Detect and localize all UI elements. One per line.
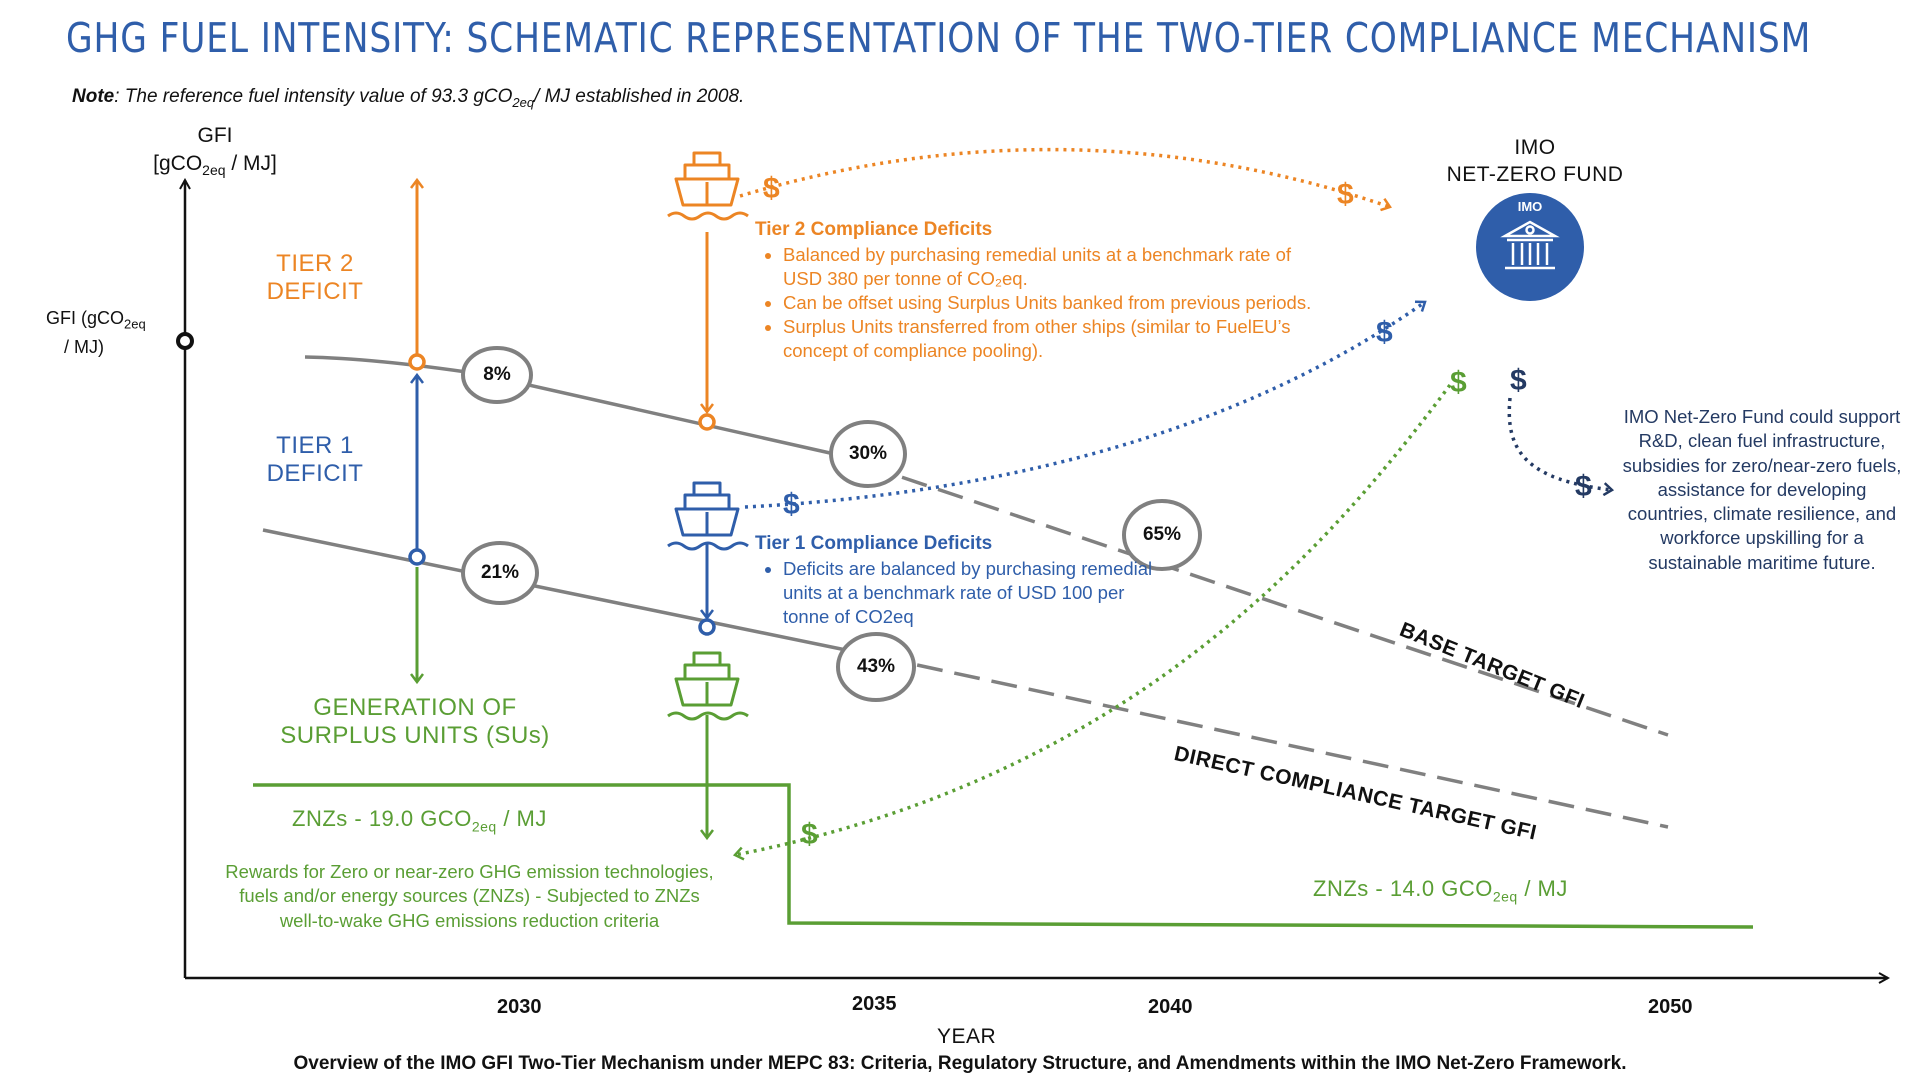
reduction-label-65: 65% bbox=[1142, 524, 1182, 545]
x-tick-2040: 2040 bbox=[1148, 996, 1193, 1018]
surplus-units-line1: GENERATION OF bbox=[313, 694, 517, 721]
ship-icon-orange bbox=[667, 151, 749, 221]
dollar-icon: $ bbox=[783, 488, 800, 521]
dollar-icon: $ bbox=[763, 172, 780, 205]
znz-rewards-text: Rewards for Zero or near-zero GHG emissi… bbox=[225, 861, 714, 931]
base-target-solid-line bbox=[304, 355, 831, 455]
dollar-icon: $ bbox=[1510, 364, 1527, 397]
dollar-icon: $ bbox=[801, 818, 818, 851]
znz-left-unit: / MJ bbox=[496, 806, 547, 831]
reduction-circle-43 bbox=[836, 632, 916, 702]
reduction-circle-65 bbox=[1122, 499, 1202, 571]
y-axis-label-line1: GFI bbox=[197, 124, 233, 147]
surplus-units-line2: SURPLUS UNITS (SUs) bbox=[280, 722, 550, 749]
note-text: : The reference fuel intensity value of … bbox=[114, 86, 513, 107]
x-tick-2030: 2030 bbox=[497, 996, 542, 1018]
imo-fund-title-line2: NET-ZERO FUND bbox=[1446, 163, 1624, 186]
znz-left-label: ZNZs - 19.0 GCO2eq / MJ bbox=[292, 806, 547, 834]
tier1-bullet: Deficits are balanced by purchasing reme… bbox=[783, 557, 1155, 629]
reduction-label-21: 21% bbox=[480, 562, 520, 583]
tier1-deficit-line2: DEFICIT bbox=[266, 460, 364, 487]
direct-target-solid-line bbox=[262, 528, 881, 659]
znz-left-sub: 2eq bbox=[471, 818, 497, 835]
znz-right-sub: 2eq bbox=[1492, 888, 1518, 905]
page-title: GHG FUEL INTENSITY: SCHEMATIC REPRESENTA… bbox=[66, 14, 1812, 62]
dollar-icon: $ bbox=[1575, 470, 1592, 503]
tier2-ship-point bbox=[698, 413, 716, 431]
tier2-deficit-line1: TIER 2 bbox=[276, 250, 354, 277]
note-sub: 2eq bbox=[512, 94, 535, 110]
reduction-circle-8 bbox=[461, 346, 533, 404]
tier1-compliance-text: Tier 1 Compliance Deficits Deficits are … bbox=[755, 532, 1155, 629]
y-axis-unit-sub: 2eq bbox=[202, 162, 226, 179]
znz-threshold-line bbox=[253, 783, 1754, 929]
tier1-deficit-line1: TIER 1 bbox=[276, 432, 354, 459]
y-axis-unit-end: / MJ] bbox=[225, 152, 277, 175]
reference-note: Note: The reference fuel intensity value… bbox=[72, 86, 744, 110]
x-tick-2035: 2035 bbox=[852, 993, 897, 1015]
imo-fund-title-line1: IMO bbox=[1514, 136, 1556, 159]
reduction-label-43: 43% bbox=[856, 656, 896, 677]
y-axis-unit: [gCO bbox=[153, 152, 203, 175]
reference-gfi-label-line1: GFI (gCO2eq bbox=[46, 307, 146, 336]
reference-gfi-unit-sub: 2eq bbox=[124, 316, 146, 332]
znz-left-value: ZNZs - 19.0 GCO bbox=[292, 806, 472, 831]
dollar-icon: $ bbox=[1450, 366, 1467, 399]
tier1-compliance-list: Deficits are balanced by purchasing reme… bbox=[755, 557, 1155, 629]
y-axis-label: GFI [gCO2eq / MJ] bbox=[140, 122, 290, 184]
y-axis-label-line2: [gCO2eq / MJ] bbox=[140, 150, 290, 184]
tier2-bullet: Balanced by purchasing remedial units at… bbox=[783, 243, 1315, 291]
x-axis-label: YEAR bbox=[937, 1025, 997, 1048]
dollar-icon: $ bbox=[1337, 178, 1354, 211]
reduction-label-8: 8% bbox=[483, 364, 511, 385]
imo-fund-description: IMO Net-Zero Fund could support R&D, cle… bbox=[1622, 406, 1902, 573]
note-label: Note bbox=[72, 86, 115, 107]
tier1-ship-point bbox=[698, 618, 716, 636]
fund-support-flow bbox=[1507, 397, 1615, 497]
tier1-point bbox=[408, 548, 426, 566]
imo-logo-text: IMO bbox=[1517, 199, 1543, 214]
base-target-dashed-line bbox=[829, 451, 1669, 737]
znz-right-value: ZNZs - 14.0 GCO bbox=[1313, 876, 1493, 901]
znz-right-label: ZNZs - 14.0 GCO2eq / MJ bbox=[1313, 876, 1568, 904]
ship-icon-blue bbox=[667, 481, 749, 551]
bank-icon bbox=[1500, 220, 1560, 270]
tier1-compliance-heading: Tier 1 Compliance Deficits bbox=[755, 533, 993, 554]
tier2-payment-flow bbox=[739, 147, 1392, 212]
reduction-circle-30 bbox=[829, 420, 907, 488]
reference-gfi-label: GFI (gCO2eq / MJ) bbox=[46, 307, 146, 358]
imo-fund-title: IMO NET-ZERO FUND bbox=[1420, 134, 1650, 188]
note-text-end: / MJ established in 2008. bbox=[534, 86, 745, 107]
dollar-icon: $ bbox=[1376, 316, 1393, 349]
reduction-circle-21 bbox=[461, 541, 539, 605]
ship-icon-green bbox=[667, 651, 749, 721]
tier2-deficit-line2: DEFICIT bbox=[266, 278, 364, 305]
reference-gfi-point bbox=[176, 332, 194, 350]
reference-gfi-unit: GFI (gCO bbox=[46, 308, 125, 328]
tier2-compliance-text: Tier 2 Compliance Deficits Balanced by p… bbox=[755, 218, 1315, 363]
tier1-deficit-label: TIER 1 DEFICIT bbox=[260, 432, 370, 488]
surplus-units-label: GENERATION OF SURPLUS UNITS (SUs) bbox=[265, 694, 565, 750]
tier2-point bbox=[408, 353, 426, 371]
tier2-compliance-heading: Tier 2 Compliance Deficits bbox=[755, 219, 993, 240]
x-tick-2050: 2050 bbox=[1648, 996, 1693, 1018]
tier2-deficit-label: TIER 2 DEFICIT bbox=[260, 250, 370, 306]
tier2-bullet: Can be offset using Surplus Units banked… bbox=[783, 291, 1315, 315]
znz-right-unit: / MJ bbox=[1517, 876, 1568, 901]
figure-caption: Overview of the IMO GFI Two-Tier Mechani… bbox=[293, 1053, 1627, 1074]
tier1-payment-flow bbox=[744, 300, 1427, 509]
direct-target-dashed-line bbox=[879, 655, 1669, 829]
reference-gfi-label-line2: / MJ) bbox=[64, 336, 104, 357]
tier2-bullet: Surplus Units transferred from other shi… bbox=[783, 315, 1315, 363]
reduction-label-30: 30% bbox=[848, 443, 888, 464]
tier2-compliance-list: Balanced by purchasing remedial units at… bbox=[755, 243, 1315, 363]
